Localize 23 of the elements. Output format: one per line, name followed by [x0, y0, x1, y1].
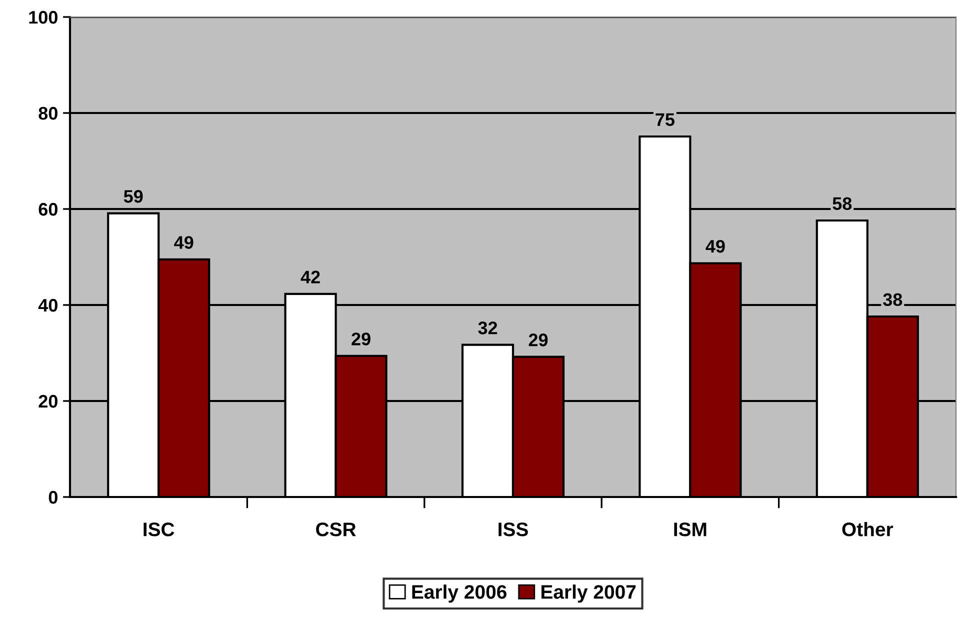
x-tick-label: ISC: [144, 522, 174, 536]
y-tick-label: 40: [38, 298, 58, 312]
legend-label: Early 2006: [412, 584, 506, 603]
y-tick-label: 60: [38, 202, 58, 216]
x-tick-label: ISS: [498, 522, 528, 536]
y-tick-label: 20: [38, 394, 58, 408]
x-tick-label: ISM: [674, 522, 706, 536]
x-tick-label: Other: [842, 522, 894, 536]
data-label: 29: [528, 334, 548, 346]
y-tick-label: 0: [48, 490, 58, 504]
data-label: 49: [706, 240, 725, 253]
data-label: 59: [124, 190, 143, 203]
y-tick-label: 80: [38, 106, 58, 120]
data-label: 42: [300, 270, 320, 284]
data-label: 49: [174, 236, 194, 249]
legend-label: Early 2007: [542, 584, 636, 603]
data-label: 58: [832, 197, 852, 210]
data-label: 75: [656, 113, 674, 126]
data-label: 32: [478, 322, 498, 334]
y-tick-label: 100: [29, 10, 58, 24]
data-label: 38: [883, 293, 902, 306]
data-label: 29: [352, 332, 370, 346]
x-tick-label: CSR: [316, 522, 356, 536]
